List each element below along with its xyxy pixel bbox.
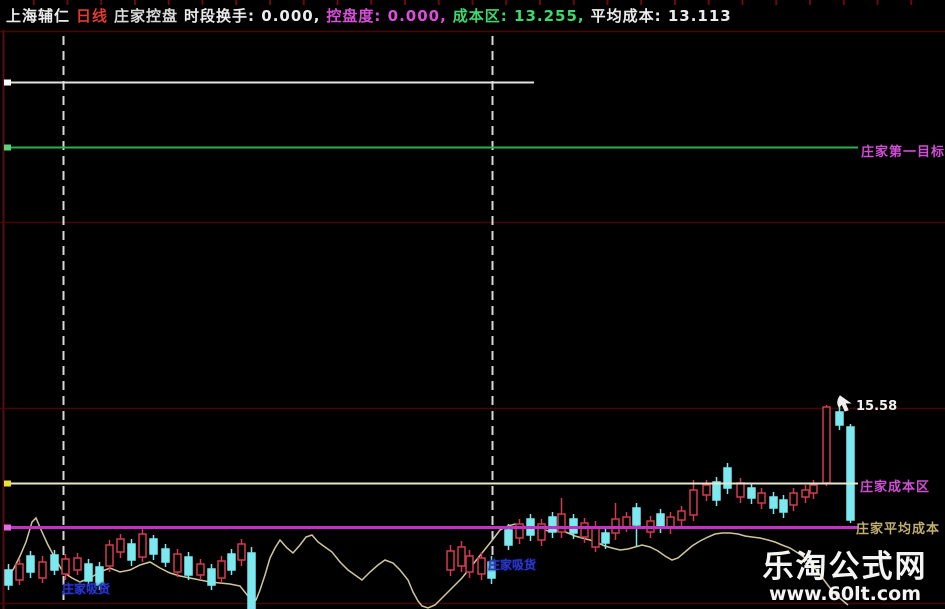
candle-body [50, 554, 59, 571]
candle-body [95, 566, 104, 586]
cost-zone-label: 庄家成本区 [860, 480, 931, 495]
candle-body [835, 411, 844, 426]
upper-white-line-dot [4, 79, 11, 86]
candle-body [105, 544, 114, 567]
signal-annotation-mid: 庄家吸货 [488, 558, 537, 572]
first-target-label: 庄家第一目标 [861, 145, 945, 160]
candle-body [38, 561, 47, 579]
candle-body [723, 467, 732, 489]
candle-body [237, 543, 246, 561]
candle-body [557, 513, 566, 533]
candle-body [116, 538, 125, 553]
candle-body [591, 526, 600, 548]
candle-body [537, 523, 546, 541]
candle-body [173, 553, 182, 573]
watermark-url: www.60lt.com [768, 583, 922, 605]
title-field-成本区: 成本区: 13.255, [452, 6, 585, 25]
first-target-line-dot [4, 144, 11, 151]
candle-body [127, 543, 136, 561]
price-callout: 15.58 [856, 399, 898, 414]
candle-body [769, 496, 778, 509]
candle-body [84, 563, 93, 582]
candle-body [515, 523, 524, 539]
candle-body [789, 492, 798, 506]
title-field-控盘度: 控盘度: 0.000, [326, 6, 447, 25]
candle-body [207, 568, 216, 586]
candle-body [446, 550, 455, 571]
avg-cost-label: 庄家平均成本 [856, 522, 941, 537]
title-field-平均成本: 平均成本: 13.113 [590, 6, 732, 25]
candle-body [801, 489, 810, 498]
candle-body [712, 481, 721, 501]
candle-body [477, 557, 486, 575]
candle-body [161, 548, 170, 563]
candle-body [184, 556, 193, 576]
avg-cost-line-dot [4, 524, 11, 531]
candle-body [15, 563, 24, 581]
indicator-values: 时段换手: 0.000, 控盘度: 0.000, 成本区: 13.255, 平均成本:… [184, 5, 738, 26]
stock-name[interactable]: 上海辅仁 [6, 6, 71, 25]
candle-body [632, 507, 641, 526]
candle-body [217, 560, 226, 579]
candle-body [822, 406, 831, 484]
candle-body [465, 555, 474, 573]
candle-body [656, 513, 665, 528]
candle-body [196, 563, 205, 576]
candle-body [757, 492, 766, 504]
candle-body [622, 516, 631, 528]
candle-body [457, 546, 466, 567]
title-field-时段换手: 时段换手: 0.000, [184, 6, 321, 25]
candle-body [504, 529, 513, 546]
period-label[interactable]: 日线 [76, 6, 109, 25]
candle-body [4, 569, 13, 586]
candle-body [548, 516, 557, 533]
candle-body [61, 558, 70, 575]
candle-body [149, 538, 158, 555]
candle-body [689, 489, 698, 516]
candle-body [779, 499, 788, 513]
candle-body [247, 552, 256, 609]
watermark-site-name: 乐淘公式网 [762, 549, 928, 585]
candle-body [747, 487, 756, 499]
candle-body [227, 553, 236, 571]
candle-body [138, 533, 147, 558]
candle-body [487, 561, 496, 579]
candle-body [73, 557, 82, 571]
watermark: 乐淘公式网 www.60lt.com [750, 550, 940, 604]
cost-zone-line-dot [4, 480, 11, 487]
title-bar: 上海辅仁 日线 庄家控盘 时段换手: 0.000, 控盘度: 0.000, 成本区:… [0, 0, 945, 30]
candle-body [580, 522, 589, 538]
signal-annotation-left: 庄家吸货 [62, 582, 111, 596]
cost-curve [7, 516, 849, 609]
candle-body [677, 510, 686, 521]
candle-body [736, 482, 745, 498]
candle-body [809, 484, 818, 494]
cursor-icon [837, 395, 852, 412]
candle-body [26, 555, 35, 573]
candle-body [601, 532, 610, 544]
candle-body [846, 426, 855, 521]
indicator-name[interactable]: 庄家控盘 [114, 6, 179, 25]
candle-body [702, 484, 711, 496]
